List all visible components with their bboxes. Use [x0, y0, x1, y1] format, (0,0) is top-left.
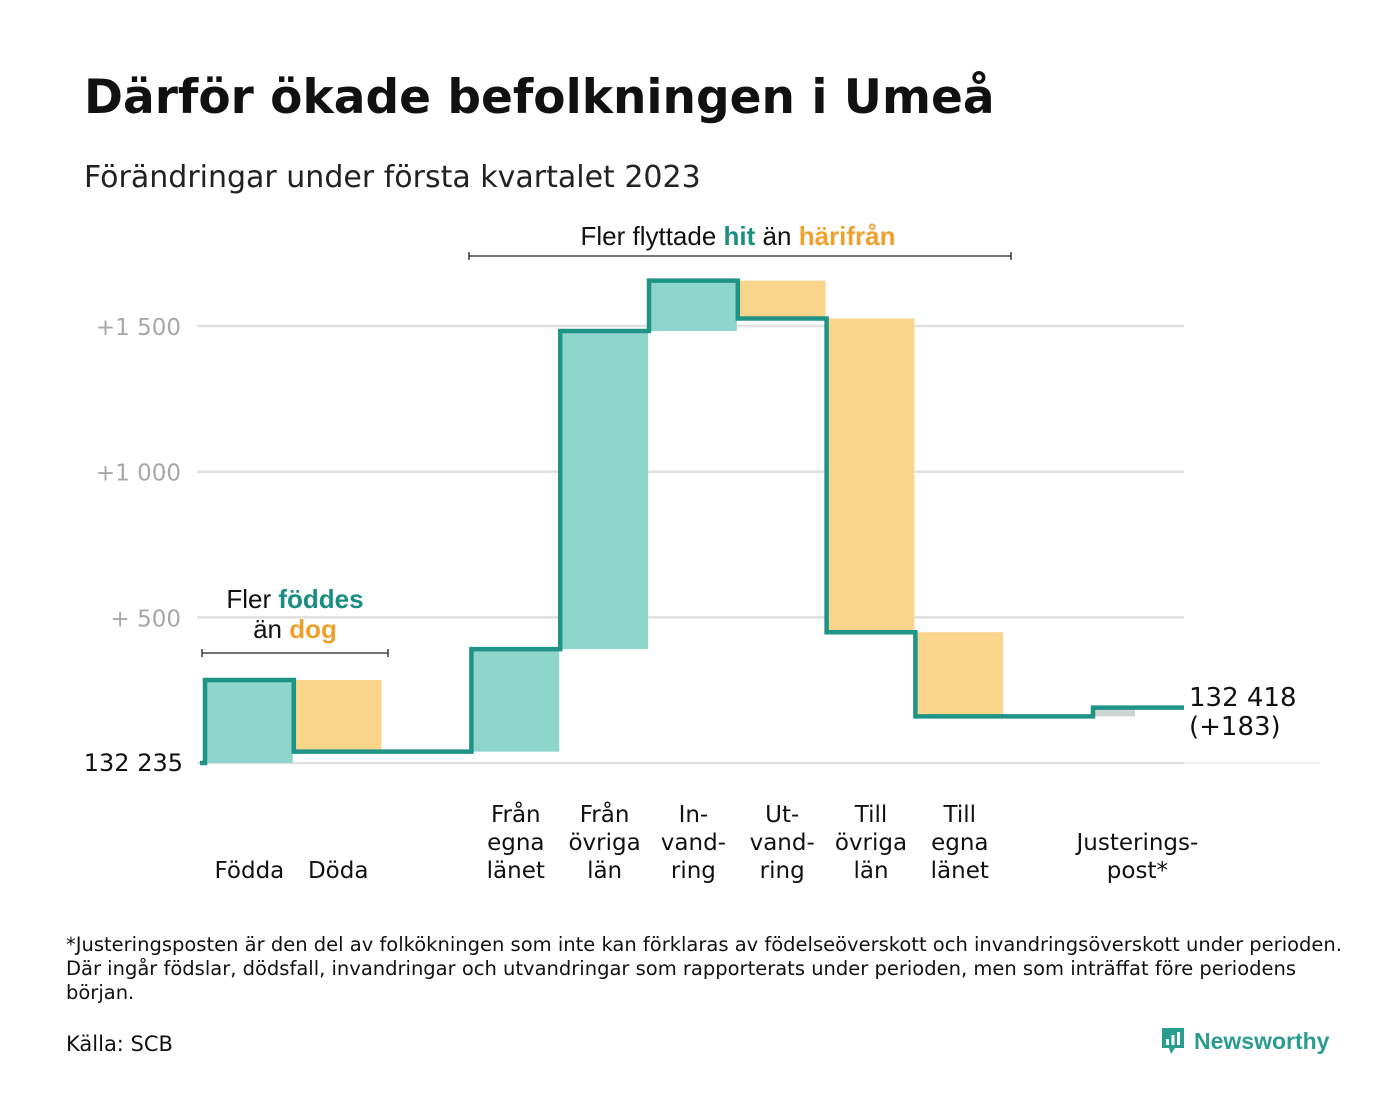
category-label-7-0: Till	[854, 802, 888, 828]
category-label-8-0: Till	[943, 802, 977, 828]
end-value-label: 132 418	[1189, 683, 1297, 713]
migration-annotation: Fler flyttade hit än härifrån	[580, 221, 895, 251]
births-annotation-highlight: föddes	[278, 584, 363, 614]
line-layer	[200, 278, 1184, 766]
category-label-5-2: ring	[671, 858, 716, 884]
bar-0	[206, 679, 293, 763]
migration-annotation-middle: än	[755, 221, 798, 251]
bar-5	[650, 280, 737, 332]
category-label-3-1: egna	[487, 830, 544, 856]
category-label-1-2: Döda	[308, 858, 368, 884]
migration-annotation-hit: hit	[724, 221, 756, 251]
category-label-7-1: övriga	[835, 830, 907, 856]
y-tick-label-2: + 500	[111, 606, 181, 632]
bar-7	[827, 318, 915, 633]
category-label-6-0: Ut-	[765, 802, 799, 828]
category-label-3-2: länet	[487, 858, 545, 884]
category-label-8-2: länet	[931, 858, 989, 884]
births-annotation-prefix: Fler	[226, 584, 278, 614]
migration-annotation-prefix: Fler flyttade	[580, 221, 723, 251]
category-label-6-1: vand-	[750, 830, 815, 856]
category-label-6-2: ring	[760, 858, 805, 884]
births-annotation-line2: än dog	[253, 614, 337, 644]
y-tick-label-1: +1 000	[96, 461, 181, 487]
start-value-label: 132 235	[84, 749, 183, 777]
category-label-5-1: vand-	[661, 830, 726, 856]
bar-1	[294, 679, 382, 752]
footnote: *Justeringsposten är den del av folkökni…	[66, 933, 1342, 1004]
deaths-annotation-prefix: än	[253, 614, 289, 644]
migration-annotation-harifran: härifrån	[799, 221, 896, 251]
category-label-4-2: län	[587, 858, 622, 884]
category-label-7-2: län	[853, 858, 888, 884]
chart-subtitle: Förändringar under första kvartalet 2023	[84, 160, 701, 195]
end-change-label: (+183)	[1189, 712, 1281, 742]
bar-4	[561, 331, 648, 650]
bar-8	[916, 632, 1004, 717]
category-label-3-0: Från	[491, 800, 541, 828]
bar-6	[738, 280, 826, 319]
bar-layer	[206, 280, 1135, 763]
category-label-0-2: Födda	[215, 858, 285, 884]
category-label-4-0: Från	[580, 800, 630, 828]
deaths-annotation-highlight: dog	[289, 614, 337, 644]
category-label-5-0: In-	[679, 802, 709, 828]
category-label-8-1: egna	[931, 830, 988, 856]
cumulative-step-line	[200, 278, 1184, 766]
newsworthy-logo-icon	[1162, 1028, 1184, 1054]
chart-title: Därför ökade befolkningen i Umeå	[84, 70, 995, 125]
births-annotation-line1: Fler föddes	[226, 584, 363, 614]
bar-10	[1091, 707, 1135, 717]
bar-3	[472, 649, 560, 752]
y-tick-label-0: +1 500	[96, 315, 181, 341]
brand: Newsworthy	[1160, 1026, 1329, 1056]
brand-name: Newsworthy	[1194, 1027, 1330, 1054]
grid-layer: +1 500 +1 000 + 500	[96, 315, 1320, 765]
source-note: Källa: SCB	[66, 1032, 173, 1056]
category-label-4-1: övriga	[568, 830, 640, 856]
category-label-10-1: Justerings-	[1074, 830, 1198, 856]
category-label-10-2: post*	[1107, 858, 1168, 884]
